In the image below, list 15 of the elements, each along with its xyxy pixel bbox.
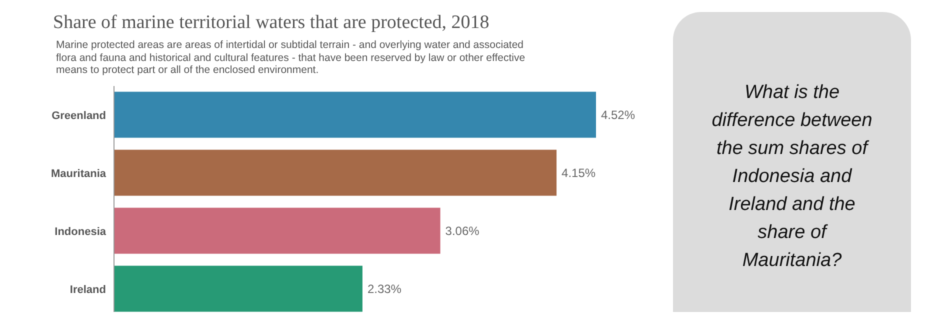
data-label: 4.52%: [601, 108, 636, 122]
data-label: 2.33%: [367, 282, 402, 296]
y-tick-label: Mauritania: [50, 168, 107, 180]
bar: [114, 150, 557, 196]
data-label: 4.15%: [562, 166, 596, 180]
data-label: 3.06%: [445, 224, 480, 238]
chart-subtitle: Marine protected areas are areas of intertidal or subtidal terrain - and overlying water and associated flora and fauna and historical and cultural features - that have been reserved by law or other effective means to protect part or all of the enclosed environment.: [56, 39, 526, 76]
y-tick-label: Ireland: [70, 284, 106, 296]
chart-title: Share of marine territorial waters that are protected, 2018: [53, 12, 490, 34]
bar: [114, 266, 362, 312]
bar: [114, 92, 596, 138]
y-tick-label: Indonesia: [54, 226, 107, 238]
bar: [114, 208, 440, 254]
y-tick-label: Greenland: [52, 110, 106, 122]
text: What is the difference between the sum shares of Indonesia and Ireland and the share of Mauritania?: [711, 81, 873, 273]
